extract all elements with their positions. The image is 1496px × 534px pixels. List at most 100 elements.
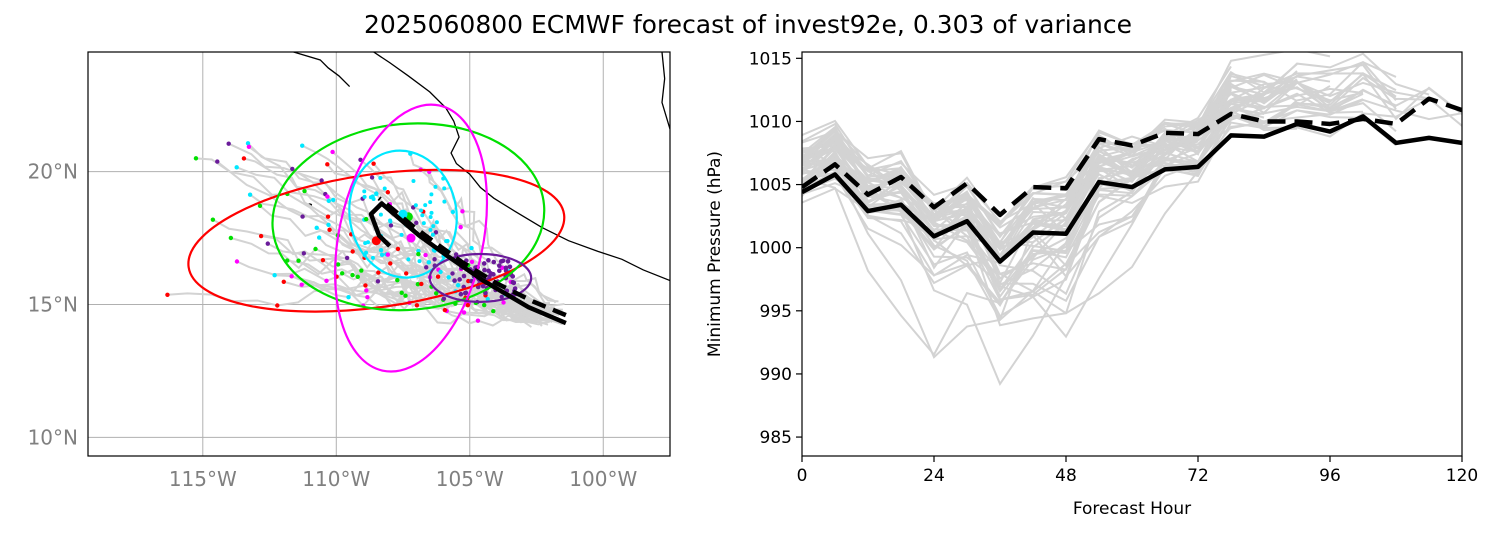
- map-tick-labels: 115°W 110°W 105°W 100°W 10°N 15°N 20°N: [28, 160, 638, 491]
- ensemble-member-line: [802, 75, 1298, 270]
- ensemble-point: [435, 274, 441, 279]
- control-pressure-line: [802, 96, 1462, 218]
- cluster-point: [388, 219, 393, 224]
- ensemble-point: [215, 159, 220, 164]
- ensemble-point: [272, 273, 277, 278]
- uncertainty-ellipse: [428, 252, 533, 303]
- ensemble-point: [491, 308, 496, 314]
- cluster-point: [430, 232, 435, 237]
- map-frame: [87, 51, 671, 457]
- ensemble-point: [344, 255, 350, 261]
- cluster-point: [496, 263, 502, 268]
- track-map-panel: 115°W 110°W 105°W 100°W 10°N 15°N 20°N: [28, 51, 671, 491]
- ensemble-point: [403, 293, 408, 298]
- ensemble-point: [501, 300, 506, 305]
- lon-tick-label: 105°W: [436, 467, 504, 491]
- ensemble-point: [385, 252, 391, 257]
- ensemble-point: [247, 192, 253, 197]
- map-plot-area: [165, 52, 670, 373]
- ensemble-point: [369, 175, 375, 180]
- cluster-point: [481, 261, 487, 266]
- pressure-ensemble-lines: [802, 52, 1462, 387]
- cluster-point: [431, 224, 436, 229]
- y-tick-label: 995: [760, 302, 792, 322]
- ensemble-point: [326, 222, 331, 227]
- ensemble-point: [234, 165, 239, 170]
- cluster-point: [378, 175, 383, 180]
- ensemble-point: [455, 283, 461, 288]
- cluster-point: [505, 258, 511, 264]
- ensemble-point: [416, 251, 421, 257]
- cluster-point: [399, 232, 404, 237]
- pressure-frame: [801, 51, 1463, 457]
- ensemble-point: [302, 188, 307, 194]
- ensemble-track: [260, 235, 543, 321]
- x-tick-label: 96: [1319, 466, 1341, 486]
- ensemble-point: [300, 143, 305, 148]
- ensemble-mean-track: [368, 201, 567, 326]
- cluster-point: [364, 250, 369, 255]
- cluster-point: [498, 259, 504, 264]
- ensemble-point: [433, 291, 439, 296]
- ensemble-point: [499, 294, 504, 300]
- y-tick-label: 1010: [749, 112, 792, 132]
- ensemble-point: [245, 141, 251, 146]
- y-tick-label: 1005: [749, 176, 792, 196]
- ensemble-point: [364, 216, 369, 222]
- uncertainty-ellipse: [271, 122, 546, 312]
- ensemble-point: [385, 190, 391, 195]
- ensemble-point: [432, 257, 437, 262]
- x-tick-label: 0: [797, 466, 808, 486]
- ensemble-point: [426, 260, 431, 265]
- ensemble-point: [350, 249, 355, 254]
- ensemble-point: [314, 225, 319, 231]
- cluster-point: [488, 271, 494, 276]
- ensemble-point: [450, 271, 455, 276]
- uncertainty-ellipse: [187, 168, 566, 313]
- ensemble-point: [458, 224, 463, 230]
- ensemble-track: [291, 275, 551, 326]
- ensemble-point: [442, 307, 448, 313]
- coastline: [373, 52, 670, 282]
- ensemble-point: [324, 278, 329, 284]
- cluster-point: [419, 208, 424, 213]
- x-tick-label: 72: [1187, 466, 1209, 486]
- ensemble-point: [379, 252, 385, 257]
- cluster-point: [483, 290, 488, 296]
- lon-tick-label: 115°W: [169, 467, 237, 491]
- cluster-point: [428, 200, 433, 205]
- cluster-point: [428, 227, 433, 232]
- ensemble-point: [226, 141, 231, 146]
- ensemble-point: [289, 274, 294, 279]
- ensemble-point: [469, 259, 475, 265]
- pressure-ticks: 0 24 48 72 96 120 985 990 995 1000 1005 1010 1015: [749, 49, 1478, 486]
- ensemble-member-line: [802, 72, 1397, 278]
- ensemble-point: [335, 262, 341, 267]
- ensemble-point: [193, 156, 199, 161]
- x-tick-label: 24: [923, 466, 945, 486]
- ensemble-point: [378, 248, 384, 253]
- ensemble-point: [399, 290, 404, 296]
- control-track: [377, 196, 567, 318]
- ensemble-point: [290, 166, 295, 172]
- ensemble-point: [419, 281, 424, 287]
- ensemble-point: [424, 265, 429, 270]
- ensemble-point: [482, 302, 487, 308]
- ensemble-point: [319, 178, 324, 183]
- uncertainty-ellipse: [348, 149, 458, 279]
- lat-tick-label: 20°N: [28, 160, 78, 184]
- cluster-point: [363, 241, 368, 246]
- ensemble-member-line: [802, 73, 1364, 244]
- ensemble-point: [313, 246, 318, 252]
- ensemble-point: [446, 275, 451, 280]
- cluster-point: [442, 186, 447, 191]
- ensemble-track: [274, 274, 544, 319]
- mean-tracks: [368, 196, 567, 326]
- cluster-point: [411, 178, 416, 183]
- cluster-point: [486, 257, 491, 263]
- cluster-point: [442, 199, 447, 204]
- cluster-point: [434, 220, 439, 225]
- ensemble-point: [346, 295, 351, 300]
- x-tick-label: 120: [1446, 466, 1478, 486]
- cluster-point: [457, 277, 462, 282]
